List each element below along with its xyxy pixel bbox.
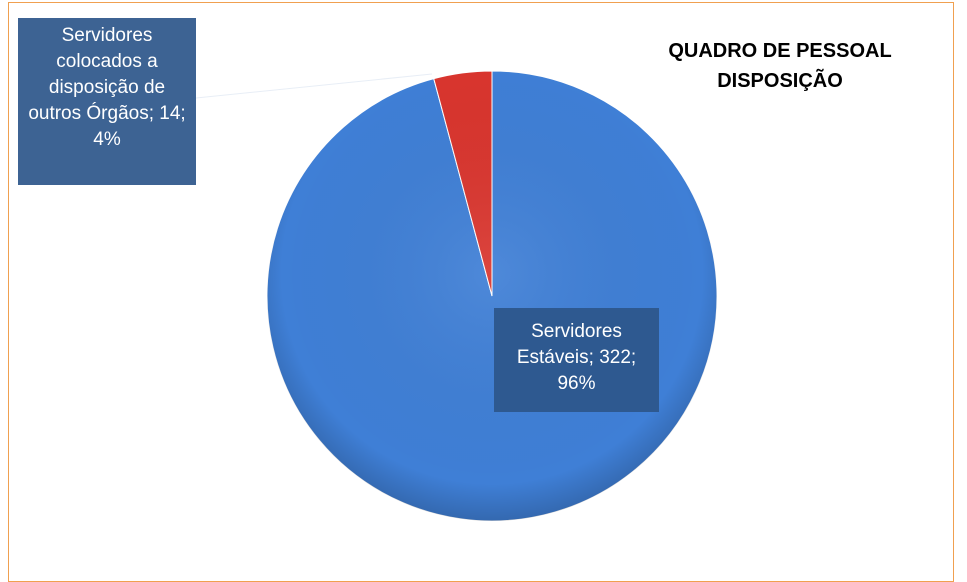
data-label: Servidores Estáveis; 322; 96% bbox=[494, 308, 659, 412]
chart-title: QUADRO DE PESSOAL DISPOSIÇÃO bbox=[668, 40, 892, 92]
data-label: Servidores colocados a disposição de out… bbox=[18, 18, 196, 185]
leader-line bbox=[195, 73, 433, 99]
